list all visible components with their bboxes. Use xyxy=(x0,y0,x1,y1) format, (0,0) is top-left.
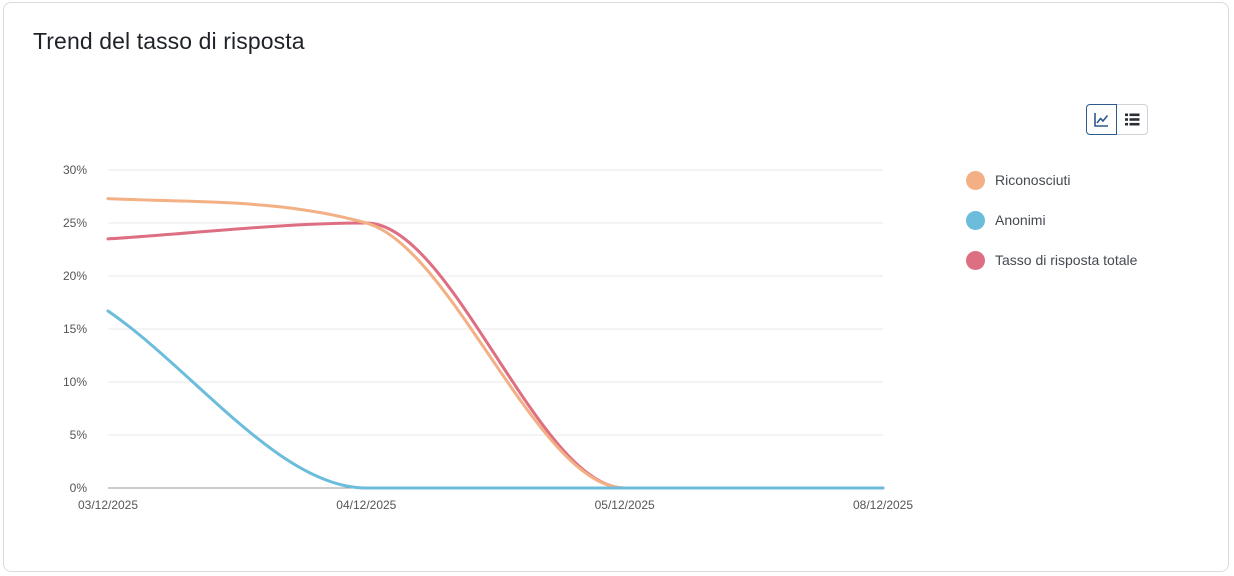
chart-view-button[interactable] xyxy=(1086,104,1117,135)
list-icon xyxy=(1124,113,1139,126)
line-chart-icon xyxy=(1094,113,1109,127)
y-tick-label: 5% xyxy=(70,428,88,442)
series-line-riconosciuti xyxy=(106,197,885,490)
series-line-anonimi xyxy=(106,309,885,490)
legend-label: Anonimi xyxy=(995,212,1046,228)
chart-card xyxy=(3,2,1229,572)
x-tick-label: 03/12/2025 xyxy=(78,498,138,512)
y-tick-label: 10% xyxy=(63,375,87,389)
table-view-button[interactable] xyxy=(1117,104,1148,135)
legend-swatch xyxy=(966,250,985,270)
legend-item-riconosciuti[interactable]: Riconosciuti xyxy=(966,160,1137,200)
legend-item-anonimi[interactable]: Anonimi xyxy=(966,200,1137,240)
y-tick-label: 25% xyxy=(63,216,87,230)
legend-label: Riconosciuti xyxy=(995,172,1071,188)
x-tick-label: 05/12/2025 xyxy=(595,498,655,512)
card-title: Trend del tasso di risposta xyxy=(33,28,305,54)
line-chart: 0% 5% 10% 15% 20% 25% 30% 03/12/2025 04/12/2025 0… xyxy=(63,163,913,512)
y-tick-label: 0% xyxy=(70,481,88,495)
x-tick-label: 08/12/2025 xyxy=(853,498,913,512)
y-tick-label: 15% xyxy=(63,322,87,336)
view-toggle xyxy=(1086,104,1148,135)
legend-swatch xyxy=(966,210,985,230)
series-line-tasso-di-risposta-totale xyxy=(106,221,885,490)
legend-swatch xyxy=(966,170,985,190)
legend-label: Tasso di risposta totale xyxy=(995,252,1138,268)
chart-legend: Riconosciuti Anonimi Tasso di risposta tot… xyxy=(966,160,1137,280)
y-tick-label: 30% xyxy=(63,163,87,177)
y-tick-label: 20% xyxy=(63,269,87,283)
legend-item-tasso-di-risposta-totale[interactable]: Tasso di risposta totale xyxy=(966,240,1137,280)
x-tick-label: 04/12/2025 xyxy=(336,498,396,512)
